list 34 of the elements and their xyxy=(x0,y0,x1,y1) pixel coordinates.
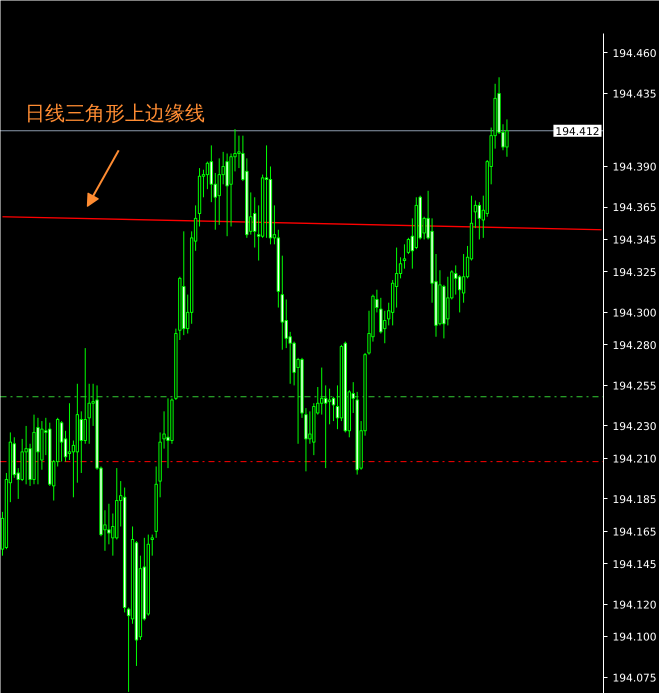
y-tick-label: 194.165 xyxy=(612,525,657,538)
candlestick xyxy=(166,398,170,469)
y-tick-label: 194.120 xyxy=(612,598,657,612)
annotation: 日线三角形上边缘线 xyxy=(25,101,206,126)
y-tick-label: 194.435 xyxy=(612,88,657,100)
candlestick xyxy=(68,402,72,460)
candlestick xyxy=(84,348,87,444)
candlestick xyxy=(24,425,28,485)
candlestick xyxy=(320,367,324,416)
y-tick-label: 194.325 xyxy=(612,266,657,279)
candlestick xyxy=(332,396,336,422)
ref-line-label: 194.412 xyxy=(555,124,600,138)
y-tick-label: 194.100 xyxy=(612,630,657,644)
y-tick-label: 194.390 xyxy=(612,160,657,174)
y-tick-label: 194.255 xyxy=(612,379,657,392)
y-tick-label: 194.280 xyxy=(612,338,657,352)
candlestick xyxy=(328,388,332,425)
y-tick-label: 194.185 xyxy=(612,492,657,506)
candlestick xyxy=(60,420,64,462)
y-tick-label: 194.075 xyxy=(612,671,657,684)
y-tick-label: 194.145 xyxy=(612,558,657,571)
y-tick-label: 194.300 xyxy=(612,306,657,320)
candlestick xyxy=(478,202,482,240)
candlestick xyxy=(324,384,328,469)
candlestick xyxy=(87,383,91,444)
candlestick xyxy=(80,410,83,474)
y-tick-label: 194.210 xyxy=(612,452,657,466)
candlestick xyxy=(458,274,462,313)
candlestick xyxy=(210,144,214,203)
candlestick xyxy=(264,144,268,238)
y-tick-label: 194.345 xyxy=(612,233,657,246)
y-tick-label: 194.230 xyxy=(612,420,657,433)
y-tick-label: 194.365 xyxy=(612,201,657,214)
y-tick-label: 194.460 xyxy=(612,46,657,60)
